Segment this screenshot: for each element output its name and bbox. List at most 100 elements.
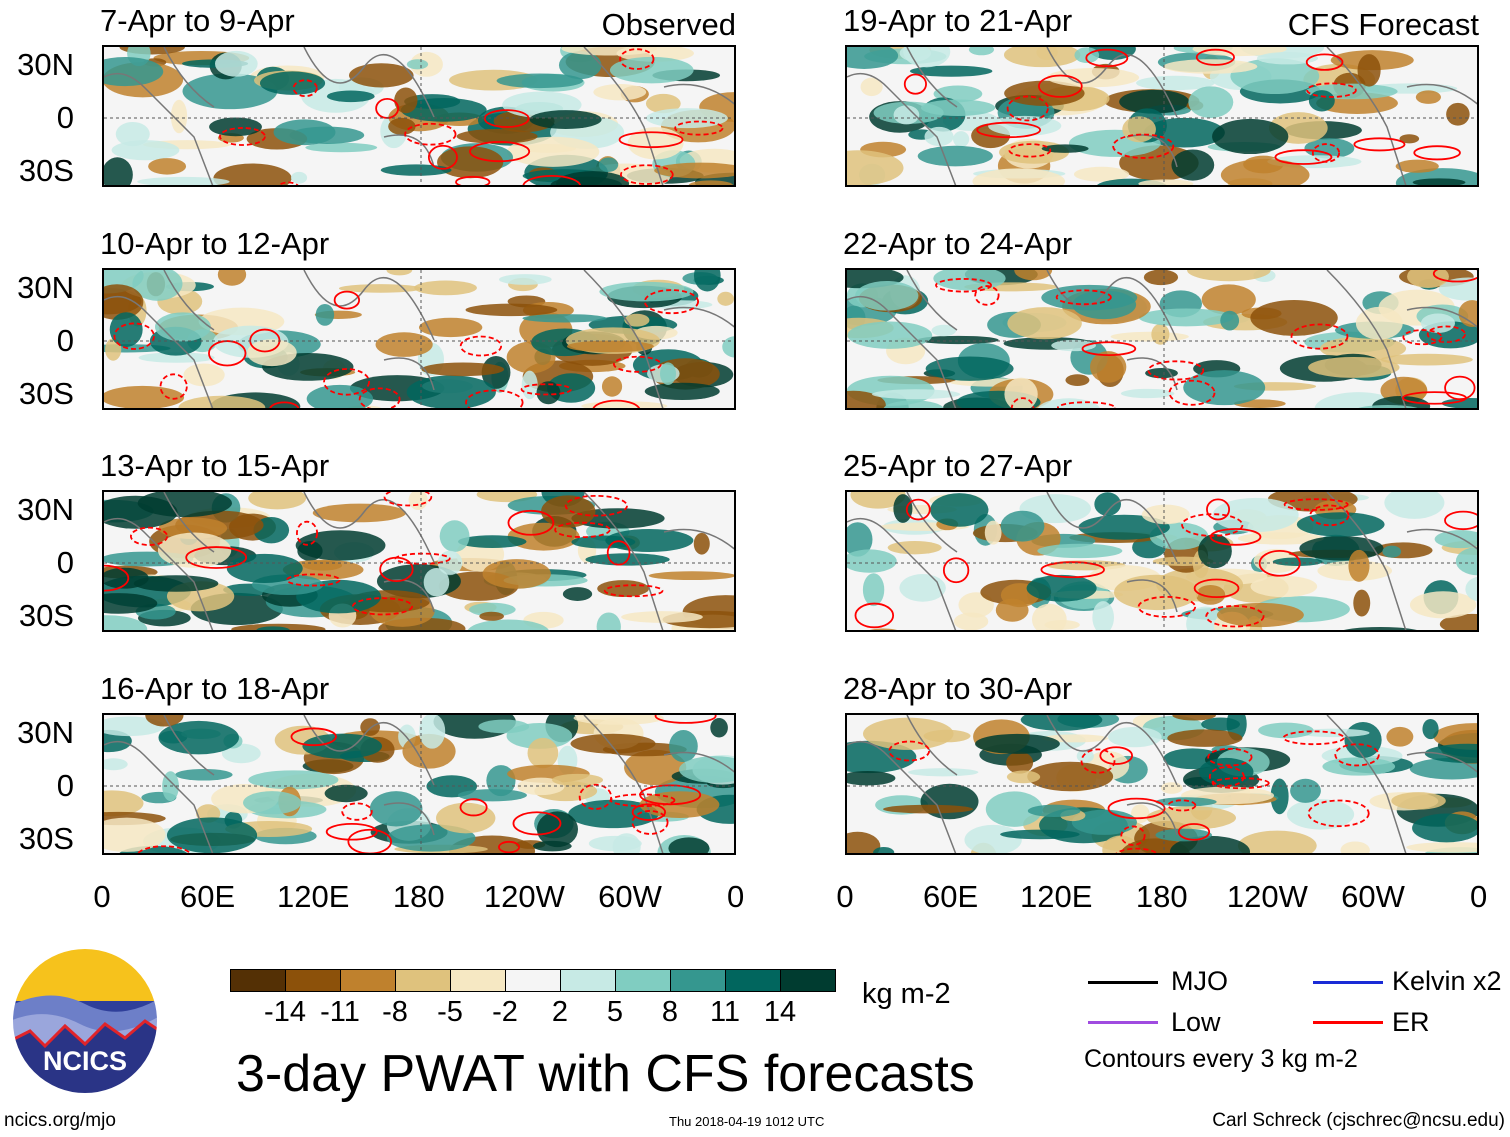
colorbar-swatch (780, 969, 836, 992)
x-tick-label: 0 (836, 879, 854, 914)
pwat-anomaly-blob (521, 370, 538, 400)
pwat-anomaly-blob (917, 335, 999, 345)
er-contour (674, 120, 724, 136)
er-contour (269, 401, 300, 408)
pwat-anomaly-blob (1171, 149, 1215, 181)
panel-title: 7-Apr to 9-Apr (100, 3, 295, 38)
pwat-anomaly-blob (246, 339, 297, 367)
pwat-anomaly-blob (1424, 743, 1477, 764)
pwat-anomaly-blob (1256, 52, 1318, 65)
pwat-anomaly-blob (931, 324, 957, 337)
colorbar-label: -8 (382, 996, 408, 1028)
er-contour (1177, 823, 1211, 841)
pwat-anomaly-blob (1187, 270, 1271, 282)
map-panel (102, 713, 736, 855)
pwat-anomaly-blob (1406, 842, 1477, 853)
pwat-anomaly-blob (132, 270, 183, 301)
pwat-anomaly-blob (601, 376, 623, 397)
pwat-anomaly-blob (1296, 512, 1385, 537)
er-contour (1311, 143, 1341, 163)
pwat-anomaly-blob (717, 291, 734, 306)
pwat-anomaly-blob (1441, 397, 1477, 408)
er-contour (554, 521, 611, 539)
footer-url[interactable]: ncics.org/mjo (4, 1110, 116, 1131)
pwat-anomaly-blob (1357, 54, 1381, 87)
colorbar-label: -11 (320, 996, 360, 1028)
er-contour (459, 798, 488, 817)
er-contour (1207, 747, 1253, 767)
pwat-anomaly-blob (570, 733, 656, 754)
er-contour (1008, 143, 1052, 158)
pwat-anomaly-blob (214, 50, 258, 77)
pwat-anomaly-blob (668, 837, 710, 853)
panel-source-label: CFS Forecast (1287, 7, 1479, 42)
colorbar-swatch (230, 969, 286, 992)
pwat-anomaly-blob (1220, 310, 1240, 331)
er-contour (1444, 375, 1476, 401)
er-contour (325, 823, 378, 841)
coastline (847, 715, 1477, 853)
er-contour (323, 368, 371, 396)
colorbar-swatch (450, 969, 506, 992)
coastline (104, 47, 734, 185)
pwat-anomaly-blob (1216, 602, 1304, 628)
pwat-anomaly-blob (1420, 313, 1455, 333)
pwat-anomaly-blob (469, 602, 516, 617)
colorbar-label: 2 (551, 996, 569, 1028)
er-contour (1274, 149, 1333, 165)
pwat-anomaly-blob (1000, 829, 1080, 840)
pwat-anomaly-blob (1151, 323, 1170, 345)
er-contour (137, 845, 191, 853)
legend-line-low (1088, 1021, 1158, 1024)
pwat-anomaly-blob (394, 87, 418, 114)
pwat-anomaly-blob (1399, 134, 1420, 144)
pwat-anomaly-blob (654, 162, 734, 179)
pwat-anomaly-blob (457, 789, 527, 802)
er-contour (507, 509, 555, 536)
pwat-anomaly-blob (1145, 368, 1178, 379)
pwat-anomaly-blob (437, 550, 463, 575)
pwat-anomaly-blob (1146, 806, 1237, 830)
panel-source-label: Observed (601, 7, 736, 42)
pwat-anomaly-blob (995, 598, 1029, 622)
pwat-anomaly-blob (507, 522, 580, 551)
pwat-anomaly-blob (872, 389, 961, 400)
er-contour (639, 784, 702, 806)
pwat-anomaly-blob (1026, 574, 1097, 602)
pwat-anomaly-blob (1343, 626, 1417, 630)
pwat-anomaly-blob (418, 317, 483, 338)
pwat-anomaly-blob (1188, 86, 1234, 119)
pwat-anomaly-blob (1041, 144, 1089, 153)
pwat-anomaly-blob (248, 492, 307, 510)
pwat-anomaly-blob (1003, 47, 1081, 68)
pwat-anomaly-blob (1027, 804, 1081, 817)
coastline (104, 715, 734, 853)
pwat-anomaly-blob (479, 611, 504, 621)
pwat-anomaly-blob (1384, 492, 1445, 519)
pwat-anomaly-blob (893, 105, 920, 125)
er-contour (976, 121, 1041, 139)
pwat-anomaly-blob (243, 791, 302, 815)
legend-line-er (1313, 1021, 1383, 1024)
pwat-anomaly-blob (1138, 308, 1234, 327)
pwat-anomaly-blob (145, 715, 184, 727)
pwat-anomaly-blob (115, 121, 150, 147)
pwat-anomaly-blob (1155, 828, 1212, 842)
pwat-anomaly-blob (109, 312, 143, 347)
colorbar-swatch (395, 969, 451, 992)
x-tick-label: 60W (598, 879, 662, 914)
pwat-anomaly-blob (1120, 388, 1175, 399)
y-tick-label: 30N (17, 492, 74, 527)
pwat-anomaly-blob (406, 375, 496, 408)
pwat-anomaly-blob (624, 313, 650, 327)
pwat-anomaly-blob (104, 593, 158, 614)
pwat-anomaly-blob (295, 530, 386, 561)
er-contour (1402, 329, 1443, 346)
pwat-anomaly-blob (1409, 757, 1477, 780)
pwat-anomaly-blob (1380, 353, 1473, 366)
pwat-anomaly-blob (621, 611, 703, 623)
pwat-anomaly-blob (1237, 830, 1317, 853)
pwat-anomaly-blob (1455, 547, 1477, 576)
colorbar-label: 11 (709, 996, 741, 1028)
colorbar-swatch (670, 969, 726, 992)
